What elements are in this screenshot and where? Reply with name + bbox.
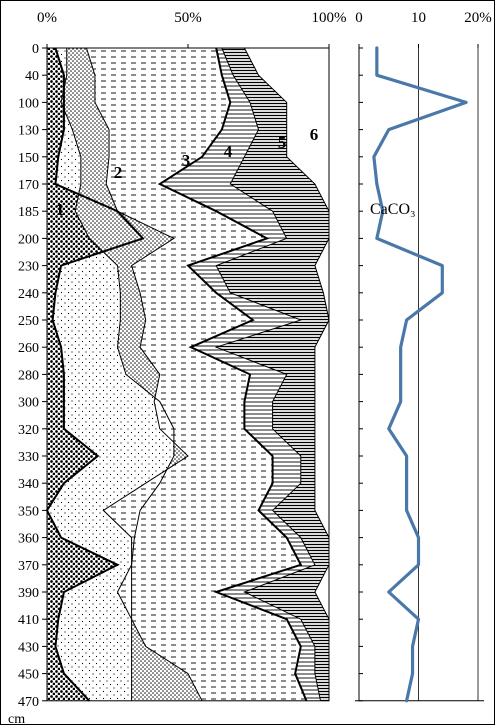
boundary-line-3 (86, 47, 203, 702)
x-tick-label: 100% (312, 10, 347, 26)
y-tick-label: 350 (18, 504, 39, 519)
y-tick-label: 130 (18, 124, 39, 139)
y-tick-label: 260 (18, 341, 39, 356)
y-tick-label: 430 (18, 640, 39, 655)
y-tick-label: 200 (18, 232, 39, 247)
y-tick-label: 450 (18, 668, 39, 683)
x-tick-label: 0% (37, 10, 57, 26)
y-tick-label: 150 (18, 151, 39, 166)
layer-1 (47, 48, 143, 701)
y-tick-label: 410 (18, 613, 39, 628)
layer-5 (159, 48, 321, 701)
zone-label-1: 1 (56, 200, 65, 219)
y-tick-label: 470 (18, 695, 39, 710)
x-tick-label: 50% (174, 10, 202, 26)
y-tick-label: 300 (18, 396, 39, 411)
layer-4 (86, 48, 307, 701)
caco3-x-tick-label: 10 (411, 10, 426, 26)
zone-label-2: 2 (114, 163, 123, 182)
zone-label-3: 3 (182, 151, 191, 170)
caco3-label: CaCO₃ (370, 201, 416, 218)
boundary-line-2 (60, 48, 175, 701)
boundary-line-6 (243, 47, 330, 701)
y-unit-label: cm (8, 712, 25, 725)
caco3-x-tick-label: 0 (355, 10, 363, 26)
y-tick-label: 370 (18, 559, 39, 574)
y-tick-label: 320 (18, 423, 39, 438)
zone-label-4: 4 (224, 142, 233, 161)
y-tick-label: 330 (18, 450, 39, 465)
y-tick-label: 40 (25, 69, 39, 84)
y-tick-label: 0 (32, 42, 39, 57)
y-tick-label: 185 (18, 205, 39, 220)
y-tick-label: 340 (18, 477, 39, 492)
boundary-line-5 (214, 47, 322, 701)
y-tick-label: 100 (18, 96, 39, 111)
boundary-line-4 (157, 47, 308, 702)
caco3-x-tick-label: 20% (464, 10, 492, 26)
boundary-line-1 (45, 47, 145, 702)
y-tick-label: 230 (18, 260, 39, 275)
zone-label-6: 6 (310, 125, 319, 144)
y-tick-label: 390 (18, 586, 39, 601)
y-tick-label: 360 (18, 532, 39, 547)
caco3-line (372, 46, 468, 703)
zone-label-5: 5 (278, 133, 287, 152)
y-tick-label: 240 (18, 287, 39, 302)
layer-3 (61, 48, 203, 701)
y-tick-label: 170 (18, 178, 39, 193)
y-tick-label: 250 (18, 314, 39, 329)
y-tick-label: 280 (18, 368, 39, 383)
